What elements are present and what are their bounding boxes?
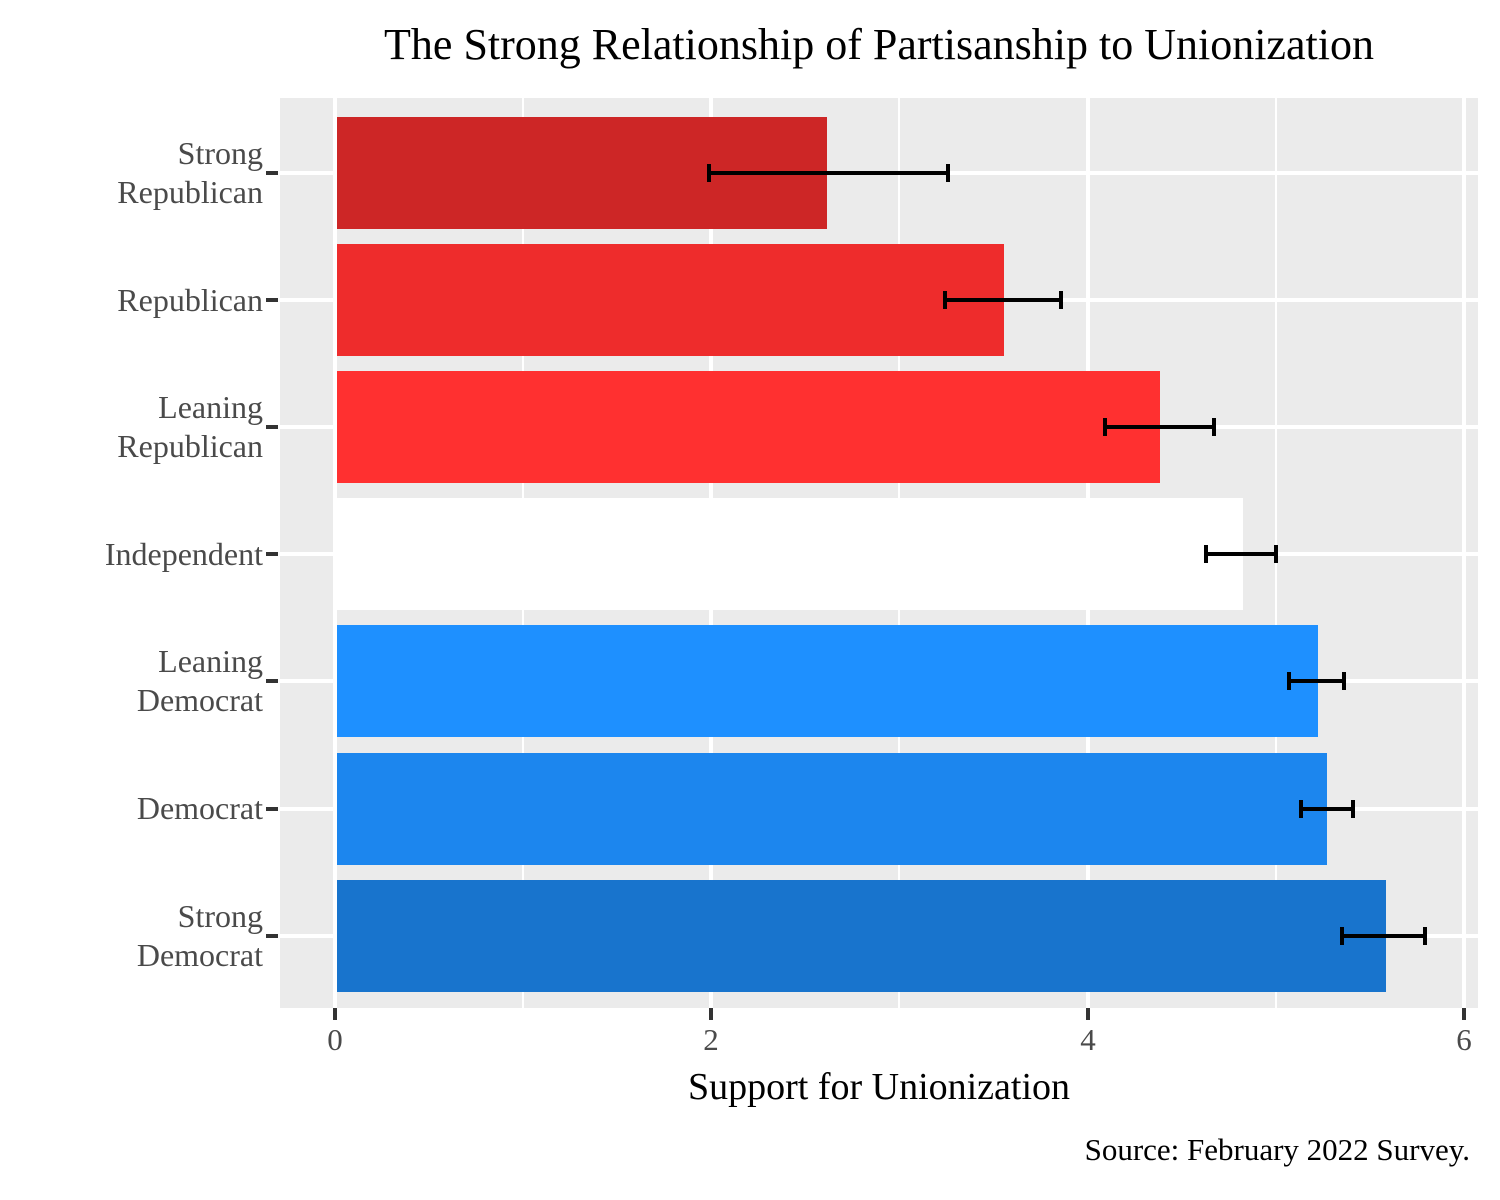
x-tick-label-6: 6: [1456, 1022, 1472, 1057]
error-bar-line-leaning-democrat: [1289, 679, 1344, 683]
gridline-major-x6: [1462, 98, 1466, 1008]
error-bar-line-strong-democrat: [1342, 934, 1425, 938]
bar-democrat: [337, 753, 1327, 865]
source-note: Source: February 2022 Survey.: [1084, 1132, 1470, 1167]
bar-republican: [337, 244, 1004, 356]
y-axis-label-line: Strong: [177, 898, 263, 934]
error-bar-cap-high-independent: [1274, 545, 1278, 563]
error-bar-cap-high-democrat: [1351, 800, 1355, 818]
error-bar-cap-high-strong-democrat: [1423, 927, 1427, 945]
error-bar-cap-low-leaning-republican: [1103, 418, 1107, 436]
y-axis-label-republican: Republican: [38, 281, 263, 320]
error-bar-cap-high-leaning-democrat: [1342, 672, 1346, 690]
y-axis-label-line: Republican: [117, 174, 263, 210]
y-axis-label-line: Strong: [177, 135, 263, 171]
y-axis-label-line: Democrat: [136, 937, 263, 973]
y-axis-label-line: Leaning: [158, 643, 263, 679]
y-axis-label-strong-democrat: Strong Democrat: [38, 897, 263, 975]
chart-title: The Strong Relationship of Partisanship …: [384, 20, 1374, 69]
y-axis-label-line: Democrat: [136, 682, 263, 718]
y-axis-label-line: Independent: [104, 536, 263, 572]
error-bar-line-independent: [1206, 552, 1276, 556]
y-axis-label-line: Leaning: [158, 389, 263, 425]
x-tick-label-4: 4: [1080, 1022, 1096, 1057]
plot-panel: [280, 98, 1478, 1008]
y-axis-label-democrat: Democrat: [38, 789, 263, 828]
x-tick-6: [1462, 1008, 1466, 1020]
bar-leaning-republican: [337, 371, 1160, 483]
error-bar-line-leaning-republican: [1105, 425, 1214, 429]
error-bar-line-republican: [945, 298, 1062, 302]
x-tick-0: [333, 1008, 337, 1020]
y-axis-label-leaning-democrat: Leaning Democrat: [38, 642, 263, 720]
y-axis-label-strong-republican: Strong Republican: [38, 134, 263, 212]
error-bar-cap-low-democrat: [1299, 800, 1303, 818]
error-bar-cap-low-strong-republican: [707, 164, 711, 182]
y-tick-democrat: [266, 807, 278, 811]
bar-independent: [337, 498, 1243, 610]
y-tick-republican: [266, 298, 278, 302]
y-axis-label-line: Republican: [117, 282, 263, 318]
x-tick-2: [709, 1008, 713, 1020]
x-tick-4: [1086, 1008, 1090, 1020]
y-axis-label-line: Democrat: [136, 790, 263, 826]
error-bar-cap-high-republican: [1059, 291, 1063, 309]
y-tick-leaning-democrat: [266, 679, 278, 683]
bar-strong-democrat: [337, 880, 1386, 992]
error-bar-cap-low-leaning-democrat: [1287, 672, 1291, 690]
x-tick-label-2: 2: [703, 1022, 719, 1057]
y-tick-independent: [266, 552, 278, 556]
error-bar-cap-high-leaning-republican: [1212, 418, 1216, 436]
y-axis-label-independent: Independent: [38, 535, 263, 574]
error-bar-cap-low-republican: [943, 291, 947, 309]
y-axis-label-line: Republican: [117, 428, 263, 464]
error-bar-line-democrat: [1301, 807, 1354, 811]
bar-leaning-democrat: [337, 625, 1318, 737]
error-bar-line-strong-republican: [709, 171, 948, 175]
y-tick-strong-republican: [266, 171, 278, 175]
y-tick-strong-democrat: [266, 934, 278, 938]
x-tick-label-0: 0: [327, 1022, 343, 1057]
error-bar-cap-high-strong-republican: [946, 164, 950, 182]
x-axis-title: Support for Unionization: [687, 1066, 1071, 1108]
error-bar-cap-low-strong-democrat: [1340, 927, 1344, 945]
y-axis-label-leaning-republican: Leaning Republican: [38, 388, 263, 466]
y-tick-leaning-republican: [266, 425, 278, 429]
gridline-major-x0: [333, 98, 337, 1008]
error-bar-cap-low-independent: [1204, 545, 1208, 563]
